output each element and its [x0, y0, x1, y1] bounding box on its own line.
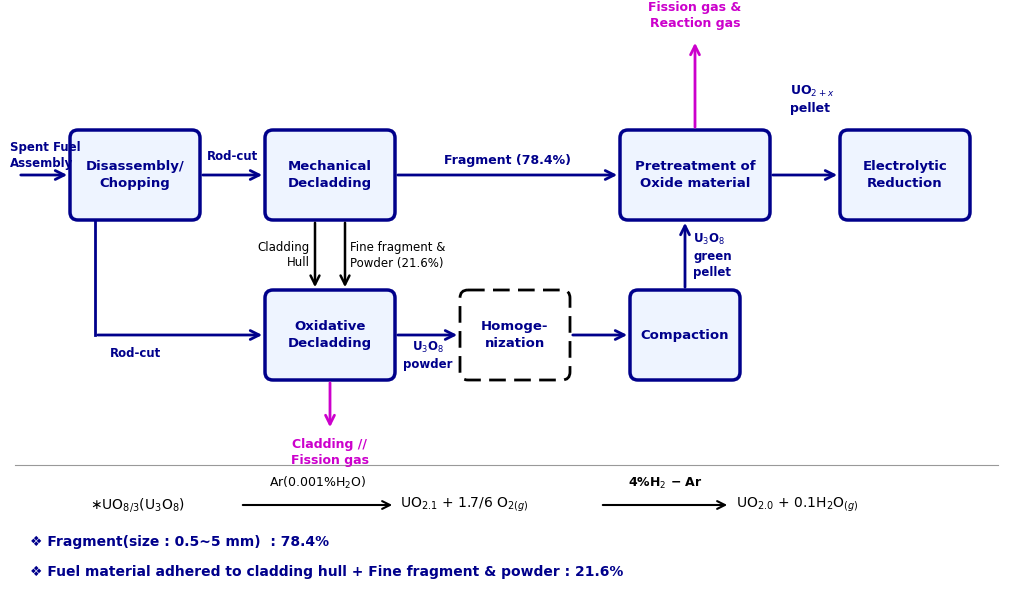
Text: Mechanical
Decladding: Mechanical Decladding: [288, 160, 372, 190]
Text: Spent Fuel
Assembly: Spent Fuel Assembly: [10, 140, 81, 170]
Text: Rod-cut: Rod-cut: [207, 150, 258, 163]
Text: Compaction: Compaction: [641, 329, 729, 341]
Text: U$_3$O$_8$
powder: U$_3$O$_8$ powder: [403, 340, 452, 371]
FancyBboxPatch shape: [70, 130, 200, 220]
FancyBboxPatch shape: [460, 290, 570, 380]
Text: U$_3$O$_8$
green
pellet: U$_3$O$_8$ green pellet: [693, 232, 731, 278]
Text: ❖ Fuel material adhered to cladding hull + Fine fragment & powder : 21.6%: ❖ Fuel material adhered to cladding hull…: [30, 565, 623, 579]
Text: Homoge-
nization: Homoge- nization: [481, 320, 549, 350]
FancyBboxPatch shape: [265, 290, 395, 380]
Text: Fragment (78.4%): Fragment (78.4%): [444, 154, 571, 167]
FancyBboxPatch shape: [630, 290, 741, 380]
Text: Oxidative
Decladding: Oxidative Decladding: [288, 320, 372, 350]
Text: Cladding //
Fission gas: Cladding // Fission gas: [291, 438, 369, 467]
FancyBboxPatch shape: [265, 130, 395, 220]
Text: Ar(0.001%H$_2$O): Ar(0.001%H$_2$O): [268, 475, 366, 491]
Text: Electrolytic
Reduction: Electrolytic Reduction: [863, 160, 947, 190]
Text: Fine fragment &
Powder (21.6%): Fine fragment & Powder (21.6%): [350, 240, 446, 270]
Text: UO$_{2.1}$ + 1.7/6 O$_{2(g)}$: UO$_{2.1}$ + 1.7/6 O$_{2(g)}$: [400, 496, 529, 514]
Text: Rod-cut: Rod-cut: [110, 347, 161, 360]
Text: $\ast$UO$_{8/3}$(U$_3$O$_8$): $\ast$UO$_{8/3}$(U$_3$O$_8$): [90, 496, 185, 514]
Text: Cladding
Hull: Cladding Hull: [257, 240, 310, 270]
Text: UO$_{2+x}$
pellet: UO$_{2+x}$ pellet: [790, 84, 835, 115]
Text: UO$_{2.0}$ + 0.1H$_2$O$_{(g)}$: UO$_{2.0}$ + 0.1H$_2$O$_{(g)}$: [736, 496, 859, 514]
Text: ❖ Fragment(size : 0.5~5 mm)  : 78.4%: ❖ Fragment(size : 0.5~5 mm) : 78.4%: [30, 535, 329, 549]
Text: Disassembly/
Chopping: Disassembly/ Chopping: [86, 160, 184, 190]
FancyBboxPatch shape: [840, 130, 970, 220]
FancyBboxPatch shape: [620, 130, 770, 220]
Text: 4%H$_2$ − Ar: 4%H$_2$ − Ar: [628, 476, 702, 491]
Text: Fission gas &
Reaction gas: Fission gas & Reaction gas: [648, 1, 742, 30]
Text: Pretreatment of
Oxide material: Pretreatment of Oxide material: [635, 160, 756, 190]
